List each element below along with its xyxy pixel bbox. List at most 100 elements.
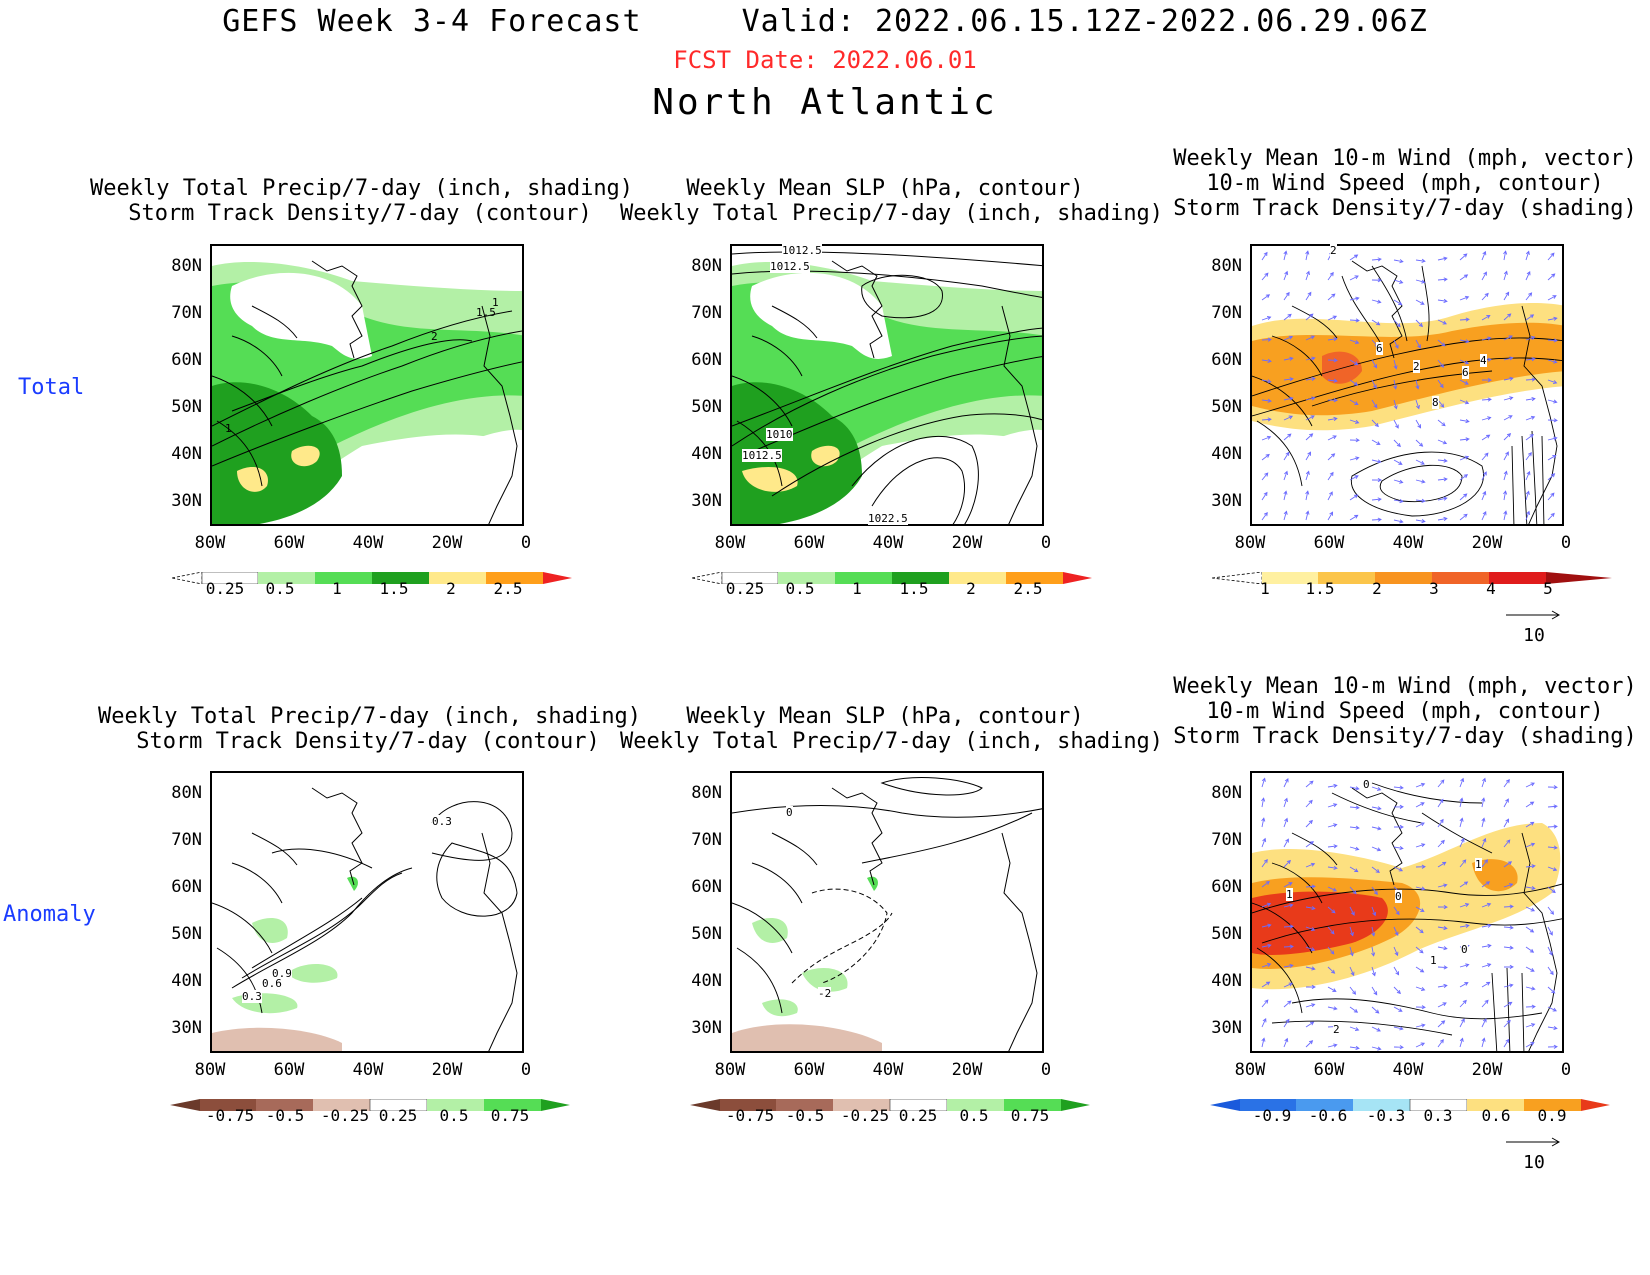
wind-vector-arrow [1349,886,1357,895]
wind-vector-arrow [1503,964,1514,970]
wind-vector-arrow [1283,291,1290,301]
wind-vector-arrow [1371,1026,1381,1032]
wind-vector-arrow [1393,419,1399,429]
wind-vector-arrow [1481,490,1487,501]
wind-vector-arrow [1261,777,1266,788]
colorbar-precip-total: 0.25 0.5 1 1.5 2 2.5 [171,569,572,598]
wind-vector-arrow [1327,886,1337,892]
wind-vector-arrow [1459,274,1469,281]
wind-vector-arrow [1459,399,1470,405]
wind-vector-arrow [1459,817,1464,828]
wind-vector-arrow [1415,802,1425,808]
wind-vector-arrow [1437,946,1448,951]
wind-vector-arrow [1415,1042,1426,1048]
wind-vector-arrow [1327,453,1336,461]
wind-vector-arrow [1547,824,1558,829]
wind-vector-arrow [1393,966,1400,976]
colorbar-label: -0.9 [1252,1106,1292,1125]
region-title: North Atlantic [652,82,998,123]
wind-vector-arrow [1283,250,1288,261]
wind-vector-arrow [1371,866,1380,874]
wind-vector-arrow [1371,786,1382,791]
wind-vector-arrow [1349,438,1360,443]
wind-vector-arrow [1481,999,1489,1008]
wind-vector-arrow [1327,966,1336,974]
wind-vector-arrow [1459,493,1468,501]
lat-label: 40N [171,444,202,464]
wind-vector-arrow [1283,859,1291,868]
lat-label: 60N [171,350,202,370]
wind-vector-arrow [1327,416,1338,421]
vector-reference: 10 [1506,604,1562,646]
panel2-title: Weekly Mean SLP (hPa, contour) Weekly To… [620,176,1164,226]
wind-vector-arrow [1393,866,1404,872]
colorbar-label: 0.5 [265,579,295,598]
wind-vector-arrow [1261,453,1270,461]
wind-vector-arrow [1415,946,1424,954]
wind-vector-arrow [1481,881,1491,888]
wind-vector-arrow [1371,1006,1380,1014]
lon-label: 40W [1392,533,1424,553]
wind-vector-arrow [1261,316,1272,321]
panel5-title: Weekly Mean SLP (hPa, contour) Weekly To… [620,704,1164,754]
wind-vector-arrow [1393,299,1403,306]
wind-vector-arrow [1481,777,1486,788]
panel4-title: Weekly Total Precip/7-day (inch, shading… [98,704,642,754]
wind-vector-arrow [1415,886,1426,891]
wind-vector-arrow [1327,803,1338,808]
colorbar-storm-total: 1 1.5 2 3 4 5 [1211,569,1612,598]
wind-vector-arrow [1305,313,1314,321]
wind-vector-arrow [1503,883,1514,888]
wind-vector-arrow [1305,862,1316,868]
lat-label: 50N [691,397,722,417]
wind-vector-arrow [1261,337,1272,342]
colorbar-label: 1 [852,579,862,598]
wind-vector-arrow [1305,1003,1316,1008]
wind-vector-arrow [1503,778,1510,788]
wind-vector-arrow [1371,359,1378,369]
wind-vector-arrow [1283,903,1294,908]
wind-vector-arrow [1371,1046,1382,1051]
wind-vector-arrow [1415,279,1426,284]
lat-label: 80N [1211,783,1242,803]
wind-vector-arrow [1459,474,1469,481]
wind-vector-arrow [1437,965,1448,970]
colorbar-label: 0.6 [1481,1106,1511,1125]
wind-vector-arrow [1481,902,1492,908]
wind-vector-arrow [1525,864,1536,869]
wind-vector-arrow [1393,1045,1404,1050]
colorbar-label: 0.5 [959,1106,989,1125]
wind-vector-arrow [1305,1040,1314,1048]
colorbar-precip-anomaly: -0.75 -0.5 -0.25 0.25 0.5 0.75 [170,1096,570,1125]
lon-label: 0 [1040,533,1052,553]
wind-vector-arrow [1327,271,1334,281]
wind-vector-arrow [1503,490,1508,501]
wind-vector-arrow [1349,986,1357,995]
wind-vector-arrow [1503,904,1514,909]
wind-vector-arrow [1327,315,1338,321]
wind-vector-arrow [1415,843,1426,848]
colorbar-label: 0.9 [1537,1106,1567,1125]
lat-label: 60N [171,877,202,897]
wind-vector-arrow [1327,358,1338,363]
wind-vector-arrow [1349,825,1360,830]
colorbar-precip-total-2: 0.25 0.5 1 1.5 2 2.5 [691,569,1092,598]
wind-vector-arrow [1481,292,1489,301]
lat-label: 70N [1211,303,1242,323]
contour-label: 0 [1395,890,1402,903]
wind-vector-arrow [1261,817,1266,828]
lat-label: 50N [1211,924,1242,944]
wind-vector-arrow [1261,923,1272,928]
wind-vector-arrow [1547,866,1558,872]
wind-vector-arrow [1371,826,1382,831]
wind-vector-arrow [1349,456,1360,461]
wind-vector-arrow [1305,946,1316,952]
lat-label: 80N [691,256,722,276]
colorbar-label: 0.25 [205,579,245,598]
wind-vector-arrow [1503,270,1508,281]
wind-vector-arrow [1283,270,1289,281]
wind-vector-arrow [1393,439,1401,448]
wind-vector-arrow [1261,981,1271,988]
wind-vector-arrow [1459,513,1468,521]
wind-vector-arrow [1393,906,1400,916]
